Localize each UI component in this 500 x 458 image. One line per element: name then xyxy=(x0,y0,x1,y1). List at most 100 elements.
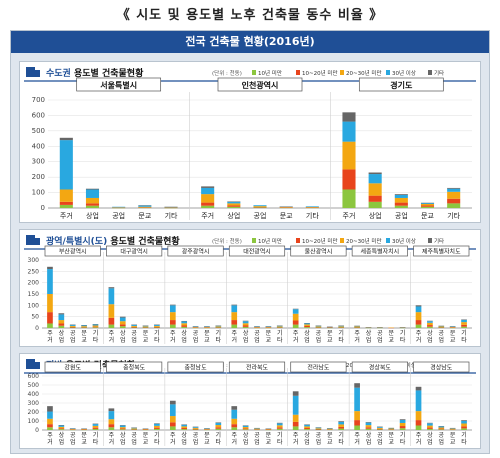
bar-segment xyxy=(47,406,53,412)
bar-segment xyxy=(304,424,310,427)
x-tick-label: 상업 xyxy=(86,211,99,220)
x-tick-label: 업 xyxy=(439,336,445,344)
bar-segment xyxy=(394,202,408,206)
bar-segment xyxy=(81,325,87,327)
bar-segment xyxy=(169,416,176,423)
bar-segment xyxy=(201,187,215,195)
x-tick-label: 문 xyxy=(143,432,149,439)
x-tick-label: 업 xyxy=(70,438,76,446)
x-tick-label: 공업 xyxy=(395,212,408,220)
x-tick-label: 교 xyxy=(143,439,149,446)
bar-segment xyxy=(58,426,65,429)
legend-swatch xyxy=(252,238,256,243)
x-tick-label: 문 xyxy=(204,330,210,337)
bar-segment xyxy=(292,426,299,430)
x-tick-label: 상 xyxy=(243,329,249,337)
bar-segment xyxy=(204,428,210,430)
bar-segment xyxy=(292,324,299,328)
bar-segment xyxy=(415,390,422,412)
bar-segment xyxy=(242,429,249,430)
x-tick-label: 타 xyxy=(277,336,283,344)
bar-segment xyxy=(292,391,299,396)
x-tick-label: 교 xyxy=(266,439,272,446)
bar-segment xyxy=(427,325,433,327)
region-label-box xyxy=(167,245,224,257)
bar-segment xyxy=(377,427,383,429)
x-tick-label: 교 xyxy=(81,439,87,446)
bar-segment xyxy=(131,428,137,430)
bar-segment xyxy=(447,187,461,189)
bar-segment xyxy=(108,419,115,425)
x-tick-label: 기 xyxy=(400,329,406,337)
bar-segment xyxy=(292,395,299,415)
title-bg xyxy=(42,65,192,79)
bar-segment xyxy=(201,194,215,203)
x-tick-label: 기 xyxy=(461,329,467,337)
bar-segment xyxy=(342,189,356,208)
bar-segment xyxy=(81,326,87,328)
x-tick-label: 주 xyxy=(354,432,360,439)
bar-segment xyxy=(227,201,241,204)
region-label-box xyxy=(106,361,163,373)
bar-segment xyxy=(108,408,115,412)
legend-label: 10~20년 미만 xyxy=(302,69,338,77)
y-tick-label: 600 xyxy=(32,111,45,119)
region-label-box xyxy=(76,77,162,92)
bar-segment xyxy=(92,325,99,327)
x-tick-label: 타 xyxy=(338,438,344,446)
x-tick-label: 업 xyxy=(181,438,187,446)
x-tick-label: 주 xyxy=(170,330,176,337)
y-tick-label: 400 xyxy=(32,142,45,150)
bar-segment xyxy=(447,203,461,208)
y-tick-label: 150 xyxy=(28,291,40,298)
x-tick-label: 타 xyxy=(400,336,406,344)
bar-segment xyxy=(304,428,310,430)
bar-segment xyxy=(315,428,322,430)
bar-segment xyxy=(315,427,322,429)
x-tick-label: 업 xyxy=(254,438,260,446)
bar-segment xyxy=(399,419,406,420)
region-label: 제주특별자치도 xyxy=(422,248,461,256)
x-tick-label: 거 xyxy=(293,336,299,344)
bar-segment xyxy=(227,205,241,207)
bar-segment xyxy=(427,326,433,328)
bar-segment xyxy=(254,428,260,429)
bar-segment xyxy=(461,423,467,427)
bar-segment xyxy=(242,321,249,324)
bar-segment xyxy=(92,424,99,426)
bar-segment xyxy=(461,420,467,424)
bar-segment xyxy=(154,425,160,428)
x-tick-label: 상 xyxy=(243,431,249,439)
bar-segment xyxy=(169,422,176,427)
bar-segment xyxy=(399,419,406,423)
bar-segment xyxy=(142,325,149,327)
x-tick-label: 기 xyxy=(338,431,344,439)
x-tick-label: 거 xyxy=(47,438,53,446)
y-tick-label: 100 xyxy=(28,302,40,309)
region-label: 대구광역시 xyxy=(120,248,148,256)
bar-segment xyxy=(427,428,433,430)
x-tick-label: 주 xyxy=(293,330,299,337)
bar-segment xyxy=(154,325,160,327)
x-tick-label: 기 xyxy=(93,329,99,337)
legend-label: 20~30년 미만 xyxy=(346,69,382,77)
bar-segment xyxy=(181,325,188,327)
bar-segment xyxy=(242,323,249,326)
x-tick-label: 교 xyxy=(327,439,333,446)
bar-segment xyxy=(154,423,160,426)
chart-title: 수도권 용도별 건축물현황 xyxy=(46,67,144,79)
y-tick-label: 400 xyxy=(28,391,40,398)
bar-segment xyxy=(47,294,53,313)
x-tick-label: 업 xyxy=(316,438,322,446)
bar-segment xyxy=(119,425,126,428)
bar-segment xyxy=(304,426,310,429)
bar-segment xyxy=(394,205,408,208)
bar-segment xyxy=(368,201,382,208)
building-icon-annex xyxy=(35,238,40,245)
x-tick-label: 주 xyxy=(416,432,422,439)
x-tick-label: 업 xyxy=(193,438,199,446)
x-tick-label: 업 xyxy=(131,336,137,344)
bar-segment xyxy=(420,203,435,206)
bar-segment xyxy=(242,427,249,429)
